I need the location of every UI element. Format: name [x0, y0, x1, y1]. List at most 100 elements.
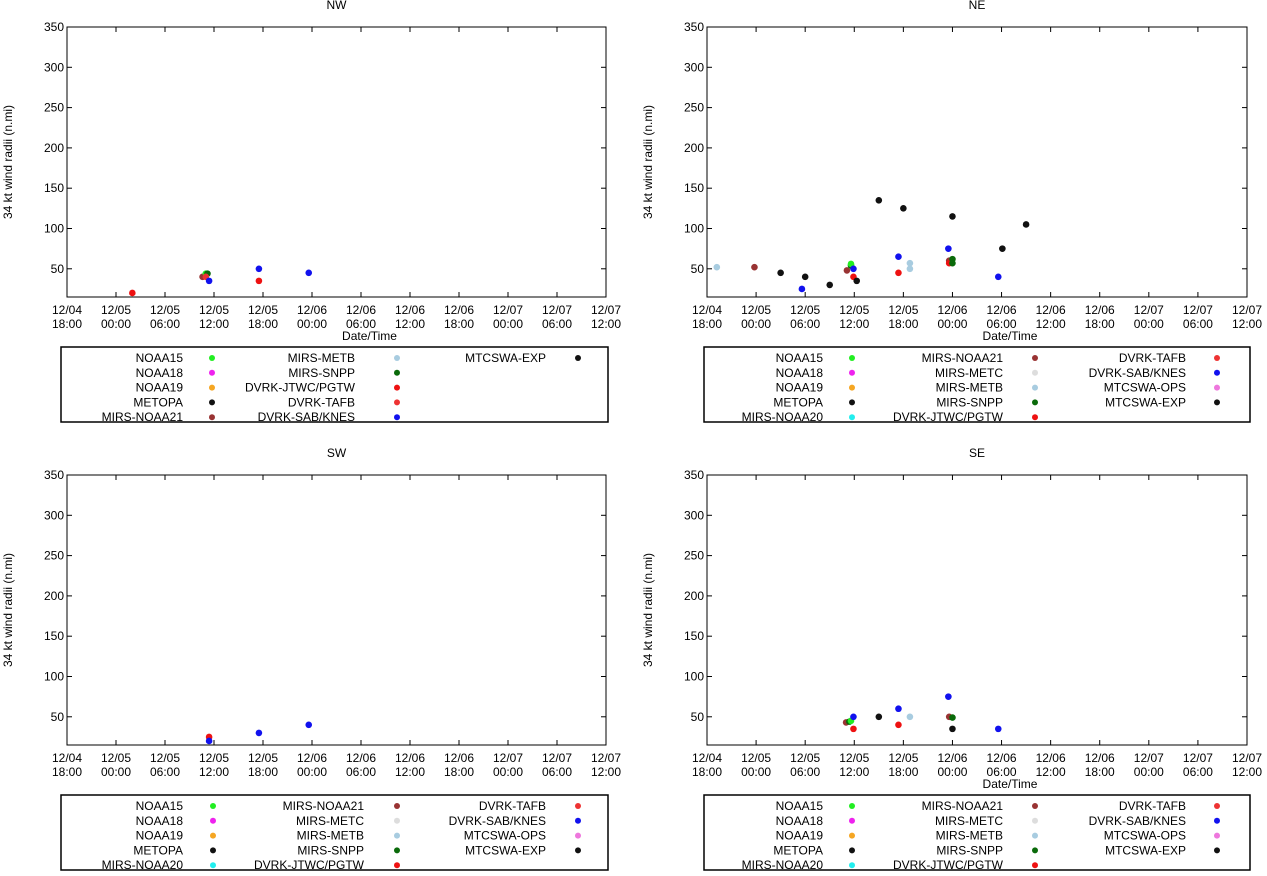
y-tick-label: 150 [44, 629, 64, 643]
x-tick-date: 12/07 [493, 751, 523, 765]
y-tick-label: 100 [44, 221, 64, 235]
legend-marker [209, 369, 215, 376]
x-tick-time: 00:00 [1134, 765, 1164, 779]
legend-marker [394, 817, 400, 824]
legend-marker [1032, 817, 1038, 824]
legend-marker [209, 414, 215, 421]
x-tick-time: 06:00 [987, 765, 1017, 779]
x-tick-time: 18:00 [1085, 765, 1115, 779]
legend-label: MIRS-NOAA21 [102, 410, 184, 424]
legend-marker [394, 414, 400, 421]
x-tick-date: 12/07 [591, 303, 621, 317]
x-tick-time: 00:00 [1134, 317, 1164, 331]
x-tick-date: 12/06 [1036, 303, 1066, 317]
x-tick-time: 00:00 [101, 765, 131, 779]
x-tick-date: 12/05 [888, 751, 918, 765]
x-tick-date: 12/06 [395, 751, 425, 765]
x-tick-time: 06:00 [1183, 317, 1213, 331]
x-tick-date: 12/06 [937, 303, 967, 317]
data-point-dvrk-sab-knes [994, 725, 1002, 733]
data-point-dvrk-sab-knes [205, 737, 213, 745]
legend-label: DVRK-JTWC/PGTW [893, 858, 1004, 871]
legend-marker [394, 847, 400, 854]
x-tick-time: 06:00 [346, 317, 376, 331]
x-tick-date: 12/05 [741, 303, 771, 317]
legend-label: MTCSWA-OPS [1104, 381, 1186, 395]
legend-marker [849, 847, 855, 854]
legend-label: DVRK-TAFB [479, 799, 546, 813]
x-tick-date: 12/07 [1134, 303, 1164, 317]
legend-label: NOAA19 [136, 381, 184, 395]
legend-box [60, 794, 609, 871]
x-tick-time: 18:00 [692, 765, 722, 779]
legend-box [60, 346, 609, 423]
x-tick-date: 12/05 [790, 303, 820, 317]
x-tick-date: 12/04 [52, 303, 82, 317]
x-tick-time: 00:00 [493, 317, 523, 331]
legend-label: MIRS-NOAA21 [283, 799, 365, 813]
x-tick-date: 12/04 [692, 751, 722, 765]
legend-label: MIRS-METB [288, 351, 355, 365]
data-point-metopa [949, 725, 956, 733]
x-tick-time: 12:00 [395, 765, 425, 779]
x-tick-time: 00:00 [297, 317, 327, 331]
x-tick-time: 18:00 [444, 317, 474, 331]
legend-marker [394, 355, 400, 361]
data-point-dvrk-jtwc-pgtw [895, 721, 902, 729]
x-tick-time: 18:00 [444, 765, 474, 779]
data-point-dvrk-sab-knes [850, 265, 857, 273]
legend-label: DVRK-JTWC/PGTW [245, 381, 356, 395]
legend-label: METOPA [773, 395, 823, 409]
legend-marker [1032, 355, 1038, 361]
chart-title: NW [327, 0, 348, 12]
legend-label: NOAA19 [776, 829, 824, 843]
legend-marker [575, 355, 581, 361]
x-tick-date: 12/06 [444, 303, 474, 317]
y-tick-label: 350 [44, 468, 64, 482]
x-tick-date: 12/06 [1036, 751, 1066, 765]
legend-marker [849, 399, 855, 406]
data-point-mirs-noaa21 [751, 263, 758, 271]
legend-label: NOAA18 [136, 814, 184, 828]
x-tick-time: 00:00 [101, 317, 131, 331]
y-tick-label: 250 [44, 549, 64, 563]
x-tick-date: 12/05 [199, 303, 229, 317]
x-tick-time: 06:00 [346, 765, 376, 779]
data-point-metopa [999, 245, 1006, 252]
x-tick-time: 18:00 [52, 765, 82, 779]
data-point-metopa [826, 281, 834, 289]
legend-marker [209, 355, 215, 361]
legend-marker [575, 847, 581, 854]
plot-frame [66, 474, 607, 746]
y-tick-label: 50 [51, 710, 65, 724]
legend-label: DVRK-TAFB [1119, 799, 1186, 813]
data-point-dvrk-jtwc-pgtw [255, 277, 263, 285]
x-tick-time: 12:00 [1232, 317, 1262, 331]
x-tick-time: 18:00 [52, 317, 82, 331]
x-tick-time: 06:00 [790, 765, 820, 779]
legend-label: NOAA18 [776, 814, 824, 828]
legend-marker [210, 862, 216, 869]
y-tick-label: 150 [684, 629, 704, 643]
legend-label: DVRK-SAB/KNES [258, 410, 355, 424]
y-tick-label: 200 [44, 141, 64, 155]
x-tick-time: 12:00 [839, 765, 869, 779]
x-axis-label: Date/Time [342, 329, 397, 343]
x-tick-time: 00:00 [297, 765, 327, 779]
x-tick-time: 18:00 [692, 317, 722, 331]
x-tick-date: 12/05 [150, 303, 180, 317]
x-tick-time: 18:00 [888, 317, 918, 331]
y-tick-label: 350 [44, 20, 64, 34]
x-axis-label: Date/Time [983, 329, 1038, 343]
x-tick-date: 12/07 [591, 751, 621, 765]
x-tick-date: 12/06 [346, 303, 376, 317]
legend-label: MIRS-METC [935, 814, 1003, 828]
legend-marker [849, 803, 855, 809]
chart-title: SW [327, 446, 347, 460]
x-axis-label: Date/Time [983, 777, 1038, 791]
x-tick-date: 12/05 [839, 303, 869, 317]
legend-marker [1032, 832, 1038, 839]
